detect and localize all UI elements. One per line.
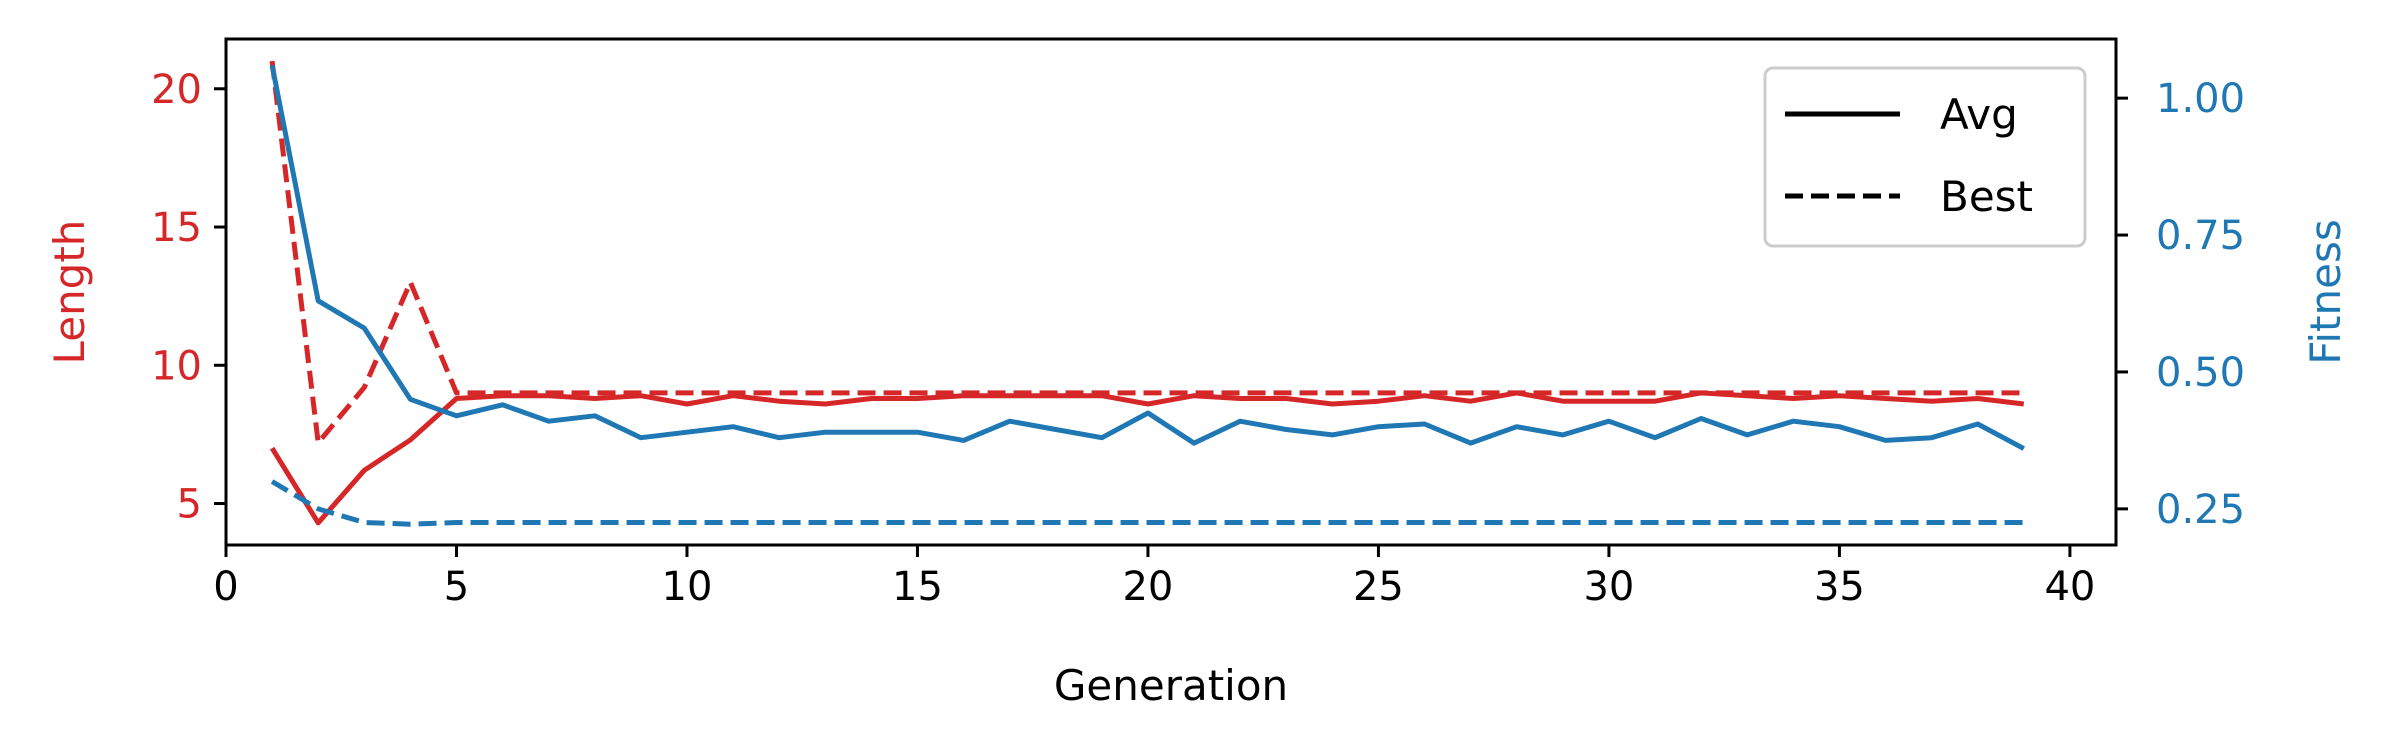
- y-left-tick-label: 20: [151, 67, 202, 113]
- y-left-axis-label: Length: [45, 220, 94, 365]
- legend-label: Best: [1940, 172, 2033, 221]
- y-right-tick-label: 0.50: [2156, 350, 2245, 396]
- plot-frame: [224, 37, 2118, 547]
- x-tick-label: 30: [1583, 564, 1634, 610]
- y-left-tick-label: 15: [151, 205, 202, 251]
- x-tick-label: 40: [2044, 564, 2095, 610]
- x-tick-label: 25: [1353, 564, 1404, 610]
- x-tick-label: 0: [213, 564, 238, 610]
- fitness-avg-line: [269, 64, 2025, 451]
- x-tick-label: 20: [1122, 564, 1173, 610]
- y-right-tick-label: 1.00: [2156, 76, 2245, 122]
- x-tick-label: 10: [662, 564, 713, 610]
- legend-box: [1763, 66, 2087, 248]
- length-best-line: [269, 60, 2024, 446]
- y-left-tick-label: 10: [151, 343, 202, 389]
- legend-label: Avg: [1940, 90, 2018, 139]
- fitness-best-line: [270, 479, 2024, 527]
- y-right-tick-label: 0.25: [2156, 487, 2245, 533]
- y-left-tick-label: 5: [177, 482, 202, 528]
- x-tick-label: 15: [892, 564, 943, 610]
- x-tick-label: 5: [444, 564, 469, 610]
- y-right-tick-label: 0.75: [2156, 213, 2245, 259]
- y-right-axis-label: Fitness: [2301, 219, 2350, 364]
- x-axis-label: Generation: [1054, 661, 1288, 710]
- x-tick-label: 35: [1814, 564, 1865, 610]
